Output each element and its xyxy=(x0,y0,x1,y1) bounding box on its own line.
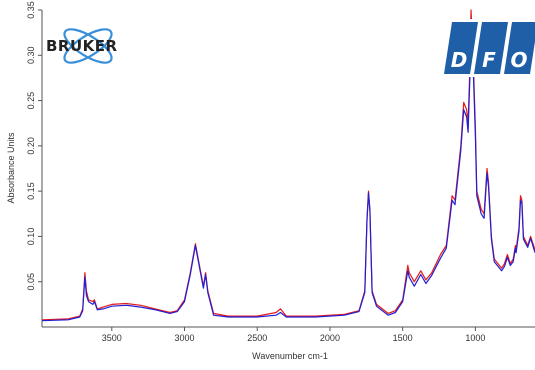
ticks-layer: 3500 3000 2500 2000 1500 1000 0.05 0.10 0.15 0.20… xyxy=(26,1,485,343)
bruker-orbit-ring xyxy=(63,28,113,64)
bruker-logo: BRUKER xyxy=(46,28,118,64)
spectrum-line-2 xyxy=(41,18,535,322)
y-tick-label: 0.35 xyxy=(26,1,36,19)
y-tick-label: 0.15 xyxy=(26,182,36,200)
y-tick-label: 0.25 xyxy=(26,92,36,110)
spectrum-line-1 xyxy=(41,9,535,321)
bruker-orbit-ring xyxy=(63,28,113,64)
x-tick-label: 2000 xyxy=(320,333,340,343)
x-tick-label: 1000 xyxy=(465,333,485,343)
y-tick-label: 0.20 xyxy=(26,137,36,155)
x-axis-title: Wavenumber cm-1 xyxy=(252,351,328,361)
dfo-block xyxy=(474,22,508,74)
series-layer xyxy=(41,9,535,322)
dfo-letter: O xyxy=(510,48,527,72)
x-tick-label: 3500 xyxy=(102,333,122,343)
dfo-letter: F xyxy=(482,48,496,72)
y-tick-label: 0.05 xyxy=(26,273,36,291)
x-tick-label: 1500 xyxy=(393,333,413,343)
dfo-block xyxy=(504,22,535,74)
y-tick-label: 0.10 xyxy=(26,228,36,246)
dfo-block xyxy=(444,22,478,74)
dfo-letter: D xyxy=(451,48,468,72)
y-axis-title: Absorbance Units xyxy=(6,132,16,204)
bruker-logo-text: BRUKER xyxy=(46,37,118,55)
x-tick-label: 3000 xyxy=(175,333,195,343)
x-tick-label: 2500 xyxy=(247,333,267,343)
y-tick-label: 0.30 xyxy=(26,47,36,65)
